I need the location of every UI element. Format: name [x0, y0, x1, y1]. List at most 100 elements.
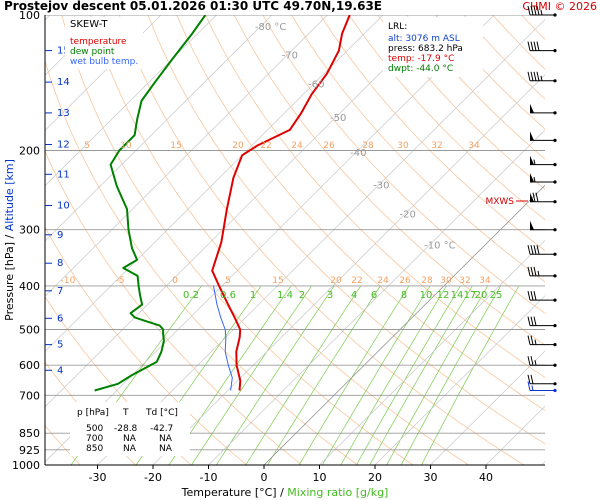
wind-barbs — [527, 5, 557, 393]
altitude-ticks: 4 5 6 7 8 9 10 11 12 13 14 15 — [45, 46, 70, 376]
mixing-ratio-label: 0.6 — [220, 290, 236, 301]
saturation-label: 15 — [170, 141, 181, 151]
mixing-ratio-label: 3 — [327, 290, 333, 301]
wind-barb — [527, 335, 557, 347]
mixing-ratio-label: 20 — [475, 290, 488, 301]
pressure-tick-label: 300 — [19, 224, 40, 237]
isotherm-label: -10 °C — [424, 240, 456, 251]
wind-barb-full — [536, 71, 540, 81]
saturation-label: 20 — [330, 276, 342, 286]
mixing-ratio-label: 25 — [490, 290, 503, 301]
mixing-ratio-label: 17 — [464, 290, 477, 301]
isotherm-line — [45, 15, 328, 297]
wind-barb-full — [533, 5, 537, 16]
series-line-temperature — [211, 15, 351, 391]
legend-box — [65, 17, 143, 69]
wind-barb-station — [553, 382, 557, 386]
lrl-dewpoint: dwpt: -44.0 °C — [388, 64, 453, 74]
table-background — [70, 402, 190, 456]
saturation-label: -5 — [116, 276, 125, 286]
table-header-p: p [hPa] — [77, 408, 109, 418]
altitude-tick-label: 11 — [57, 169, 70, 180]
saturation-label: 0 — [172, 276, 178, 286]
dry-adiabat — [233, 15, 545, 346]
wind-barb-station — [553, 13, 557, 17]
wind-barb — [527, 41, 557, 53]
wind-barb-flag — [530, 131, 534, 141]
wind-barb-full — [530, 266, 534, 277]
mixing-ratio-label: 14 — [451, 290, 464, 301]
wind-barb-full — [527, 5, 531, 16]
table-cell: 700 — [86, 434, 103, 444]
saturation-label: -10 — [61, 276, 76, 286]
table-cell: 850 — [86, 444, 103, 454]
isotherm-label: -70 — [282, 51, 298, 62]
y-axis-title-separator: / — [3, 231, 16, 242]
wind-barb-full — [536, 245, 540, 255]
temperature-tick-label: 20 — [368, 471, 382, 484]
lrl-temperature: temp: -17.9 °C — [388, 54, 454, 64]
wind-barb-full — [532, 192, 536, 202]
wind-barb-station — [553, 388, 557, 393]
saturation-label: 34 — [479, 276, 491, 286]
table-cell: -42.7 — [150, 424, 173, 434]
saturation-label: 5 — [84, 141, 90, 151]
wind-barb-half — [540, 9, 543, 16]
wind-barb-full — [527, 245, 531, 255]
isotherm-label: -80 °C — [255, 22, 287, 33]
lrl-heading: LRL: — [388, 22, 407, 32]
wind-barb — [527, 290, 557, 302]
isotherm-line — [263, 184, 545, 465]
wind-barb-flag — [530, 155, 534, 165]
saturation-label: 32 — [431, 141, 442, 151]
wind-barb-station — [553, 49, 557, 53]
isotherm-label: -30 — [373, 181, 389, 192]
table-cell: NA — [159, 444, 173, 454]
wind-barb-station — [553, 252, 557, 256]
saturation-label: 28 — [421, 276, 433, 286]
isotherm-line — [45, 15, 162, 131]
pressure-tick-label: 100 — [19, 9, 40, 22]
wind-barb — [530, 155, 557, 167]
temperature-tick-label: 30 — [424, 471, 438, 484]
x-axis-title-separator: / — [277, 486, 288, 499]
wind-barb-station — [553, 79, 557, 83]
wind-barb — [530, 192, 557, 204]
lrl-background — [383, 17, 483, 77]
wind-barb — [527, 71, 557, 83]
isotherm-line — [97, 18, 545, 465]
table-cell: NA — [159, 434, 173, 444]
y-axis-title-pressure: Pressure [hPa] — [3, 242, 16, 321]
altitude-tick-label: 13 — [57, 108, 70, 119]
mixing-ratio-label: 4 — [351, 290, 357, 301]
temperature-tick-label: 0 — [261, 471, 268, 484]
temperature-tick-label: 10 — [313, 471, 327, 484]
table-header-t: T — [122, 408, 129, 418]
legend-item-dew-point: dew point — [70, 47, 115, 57]
isotherm-label: -20 — [400, 210, 416, 221]
wind-barb-full — [530, 5, 534, 16]
lrl-altitude: alt: 3076 m ASL — [388, 34, 460, 44]
pressure-tick-label: 850 — [19, 427, 40, 440]
pressure-tick-label: 1000 — [12, 459, 40, 472]
wind-barb-full — [530, 71, 534, 81]
mixing-ratio-label: 6 — [371, 290, 377, 301]
wind-barb-full — [530, 335, 534, 345]
wind-barb-flag — [530, 103, 534, 113]
copyright-label: CHMI © 2026 — [522, 0, 597, 13]
wind-barb-full — [527, 316, 531, 326]
x-axis-title-temperature: Temperature [°C] — [181, 486, 277, 499]
pressure-tick-label: 400 — [19, 280, 40, 293]
wind-barb-full — [533, 316, 537, 326]
legend-item-wet-bulb: wet bulb temp. — [70, 57, 138, 67]
dry-adiabat — [262, 15, 545, 314]
isotherm-label: -50 — [330, 113, 346, 124]
y-axis-title: Pressure [hPa] / Altitude [km] — [3, 159, 16, 321]
wind-barb-station — [553, 298, 557, 302]
mxws-label: MXWS — [485, 197, 514, 207]
dry-adiabat — [205, 15, 545, 379]
mixing-ratio-label: 1.4 — [277, 290, 293, 301]
wind-barb-full — [533, 245, 537, 255]
wind-barb-station — [553, 343, 557, 347]
wind-barb-station — [553, 180, 557, 184]
